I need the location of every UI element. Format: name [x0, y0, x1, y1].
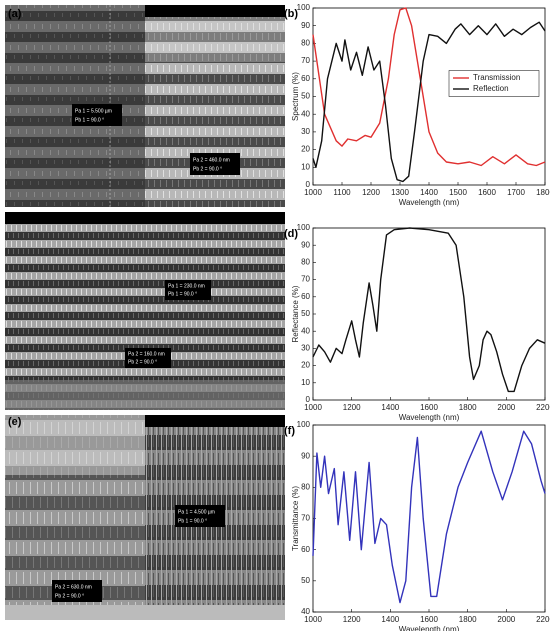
panel-label: (f)	[284, 425, 295, 437]
legend-box	[448, 70, 540, 97]
x-tick-label: 1800	[459, 615, 477, 624]
series-line	[312, 7, 546, 167]
x-tick-label: 1400	[420, 188, 438, 197]
x-tick-label: 1000	[304, 188, 322, 197]
y-tick-label: 60	[301, 545, 310, 554]
series-line	[312, 227, 546, 393]
y-tick-label: 90	[301, 451, 310, 460]
annotation: Pa 1 = 4.500 µm	[178, 509, 215, 515]
x-tick-label: 1200	[362, 188, 380, 197]
x-tick-label: 2000	[497, 403, 515, 412]
panel-label: (b)	[284, 8, 298, 20]
sem-image-a	[5, 5, 285, 207]
x-axis-label: Wavelength (nm)	[399, 625, 460, 631]
annotation: Pb 1 = 90.0 °	[178, 518, 207, 524]
y-tick-label: 100	[297, 223, 311, 232]
annotation: Pa 2 = 460.0 nm	[193, 157, 230, 163]
series-line	[312, 21, 546, 183]
y-tick-label: 50	[301, 309, 310, 318]
y-tick-label: 30	[301, 127, 310, 136]
annotation: Pa 1 = 5.500 µm	[75, 108, 112, 114]
y-tick-label: 60	[301, 74, 310, 83]
y-tick-label: 90	[301, 21, 310, 30]
y-tick-label: 30	[301, 344, 310, 353]
y-tick-label: 20	[301, 361, 310, 370]
y-tick-label: 40	[301, 607, 310, 616]
x-tick-label: 1400	[381, 403, 399, 412]
x-tick-label: 1600	[478, 188, 496, 197]
y-tick-label: 50	[301, 92, 310, 101]
annotation: Pa 2 = 160.0 nm	[128, 351, 165, 357]
y-tick-label: 20	[301, 145, 310, 154]
y-tick-label: 10	[301, 162, 310, 171]
y-tick-label: 40	[301, 109, 310, 118]
x-tick-label: 1000	[304, 403, 322, 412]
panel-label: (c)	[8, 212, 22, 224]
x-tick-label: 1300	[391, 188, 409, 197]
x-tick-label: 1700	[507, 188, 525, 197]
annotation: Pb 2 = 90.0 °	[128, 359, 157, 365]
panel-label: (e)	[8, 416, 22, 428]
y-tick-label: 90	[301, 240, 310, 249]
y-tick-label: 80	[301, 482, 310, 491]
annotation: Pb 1 = 90.0 °	[168, 291, 197, 297]
y-axis-label: Reflectance (%)	[291, 285, 300, 342]
annotation: Pa 2 = 630.0 nm	[55, 584, 92, 590]
panel-label: (a)	[8, 8, 22, 20]
x-tick-label: 1500	[449, 188, 467, 197]
y-tick-label: 100	[297, 420, 311, 429]
y-tick-label: 100	[297, 3, 311, 12]
plot-frame	[312, 227, 546, 401]
x-tick-label: 2000	[497, 615, 515, 624]
y-axis-label: Transmittance (%)	[291, 486, 300, 551]
y-tick-label: 50	[301, 576, 310, 585]
legend-label: Reflection	[473, 84, 509, 93]
x-tick-label: 2200	[536, 615, 550, 624]
y-tick-label: 70	[301, 275, 310, 284]
y-tick-label: 0	[306, 180, 311, 189]
x-tick-label: 1100	[333, 188, 351, 197]
x-tick-label: 2200	[536, 403, 550, 412]
y-tick-label: 70	[301, 56, 310, 65]
annotation: Pb 2 = 90.0 °	[193, 166, 222, 172]
legend-label: Transmission	[473, 73, 520, 82]
sem-image-e	[5, 415, 285, 620]
sem-image-c	[5, 212, 285, 410]
y-tick-label: 80	[301, 39, 310, 48]
annotation: Pb 2 = 90.0 °	[55, 593, 84, 599]
panel-label: (d)	[284, 228, 298, 240]
x-tick-label: 1600	[420, 615, 438, 624]
y-tick-label: 80	[301, 258, 310, 267]
annotation: Pb 1 = 90.0 °	[75, 117, 104, 123]
y-tick-label: 0	[306, 395, 311, 404]
y-tick-label: 10	[301, 378, 310, 387]
y-tick-label: 70	[301, 514, 310, 523]
x-tick-label: 1800	[459, 403, 477, 412]
x-axis-label: Wavelength (nm)	[399, 413, 460, 422]
x-tick-label: 1200	[343, 615, 361, 624]
y-axis-label: Spectrum (%)	[291, 72, 300, 121]
x-axis-label: Wavelength (nm)	[399, 198, 460, 207]
x-tick-label: 1400	[381, 615, 399, 624]
x-tick-label: 1800	[536, 188, 550, 197]
x-tick-label: 1600	[420, 403, 438, 412]
x-tick-label: 1000	[304, 615, 322, 624]
series-line	[312, 430, 546, 604]
x-tick-label: 1200	[343, 403, 361, 412]
y-tick-label: 40	[301, 326, 310, 335]
annotation: Pa 1 = 230.0 nm	[168, 283, 205, 289]
y-tick-label: 60	[301, 292, 310, 301]
